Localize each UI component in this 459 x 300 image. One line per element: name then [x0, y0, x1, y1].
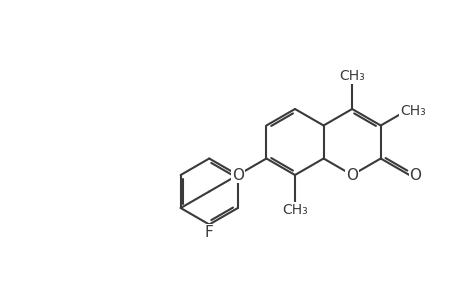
Text: O: O	[231, 167, 243, 182]
Text: CH₃: CH₃	[399, 104, 425, 118]
Text: CH₃: CH₃	[339, 69, 364, 83]
Text: O: O	[346, 167, 358, 182]
Text: F: F	[204, 225, 213, 240]
Text: O: O	[409, 167, 420, 182]
Text: CH₃: CH₃	[281, 203, 307, 217]
